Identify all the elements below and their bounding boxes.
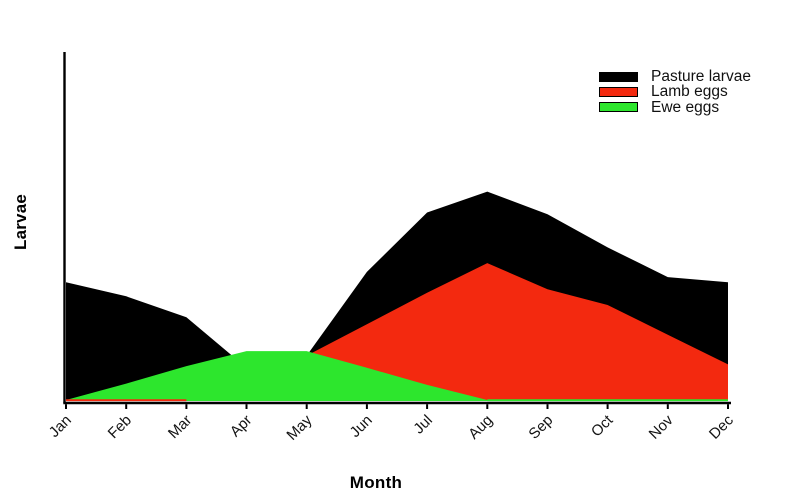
legend-label: Ewe eggs [651,98,720,116]
x-tick-label: May [283,411,315,443]
legend-swatch-pasture-larvae [599,71,638,82]
x-tick-label: Apr [227,412,256,441]
legend: Pasture larvae Lamb eggs Ewe eggs [599,67,751,116]
x-tick-label: Aug [465,412,496,443]
x-tick-label: Jan [46,412,75,441]
legend-label: Lamb eggs [651,83,728,101]
legend-item: Ewe eggs [599,98,751,116]
legend-swatch-lamb-eggs [599,87,638,98]
x-tick-label: Mar [165,412,195,442]
x-tick-label: Jul [410,412,436,438]
x-tick-label: Dec [706,411,737,442]
x-tick-label: Jun [347,412,376,441]
x-axis-title: Month [349,473,403,492]
y-axis-title: Larvae [11,193,30,251]
area-ewe-eggs [66,351,728,401]
area-lamb-eggs [66,263,728,401]
x-tick-label: Sep [525,412,556,443]
x-tick-label: Feb [105,412,135,442]
x-tick-label: Oct [588,411,617,440]
x-tick-label: Nov [646,411,677,442]
legend-swatch-ewe-eggs [599,102,638,113]
legend-label: Pasture larvae [651,67,751,85]
legend-item: Pasture larvae [599,67,751,85]
legend-item: Lamb eggs [599,83,751,101]
